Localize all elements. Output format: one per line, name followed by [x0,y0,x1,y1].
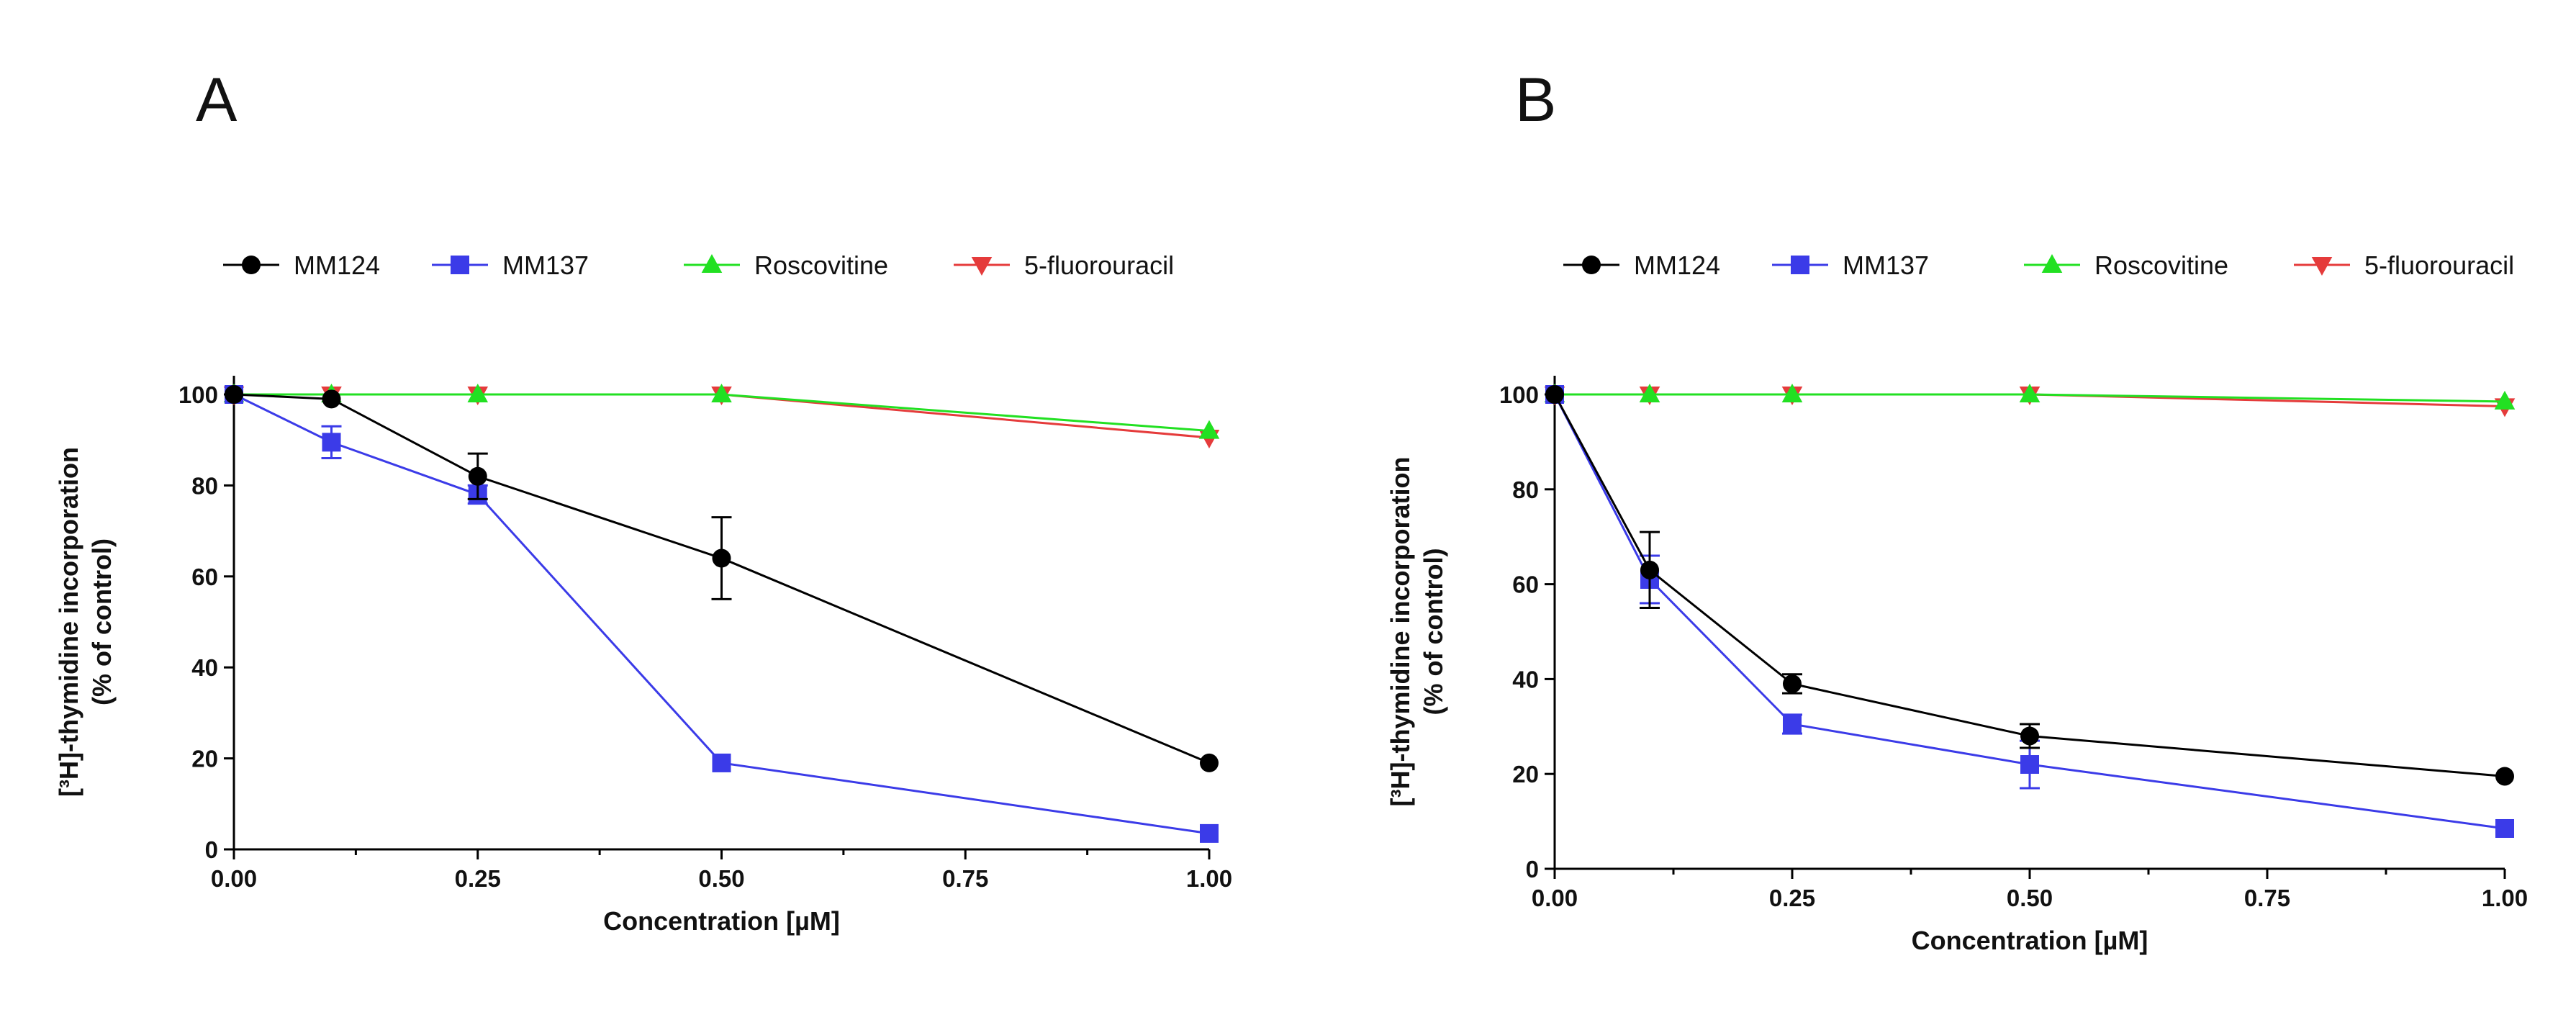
panel-letter: B [1515,66,1556,135]
data-point-roscovitine [1781,384,1803,403]
data-point-mm124 [468,466,487,486]
legend-marker-mm137 [451,256,469,274]
data-point-mm137 [1200,823,1219,843]
x-axis-title: Concentration [µM] [1912,926,2148,955]
legend-marker-roscovitine [2041,254,2063,274]
y-tick-label: 60 [1512,572,1539,598]
y-axis-title-line1: [³H]-thymidine incorporation [1386,457,1415,807]
data-point-roscovitine [1198,420,1220,439]
y-tick-label: 40 [1512,666,1539,692]
data-point-mm124 [712,548,731,568]
x-tick-label: 0.75 [942,865,988,892]
data-point-mm137 [2495,818,2514,838]
x-axis-title: Concentration [µM] [603,906,840,936]
data-point-mm124 [1783,674,1802,693]
legend-label-5-fluorouracil: 5-fluorouracil [2364,250,2514,280]
y-axis-title-line1: [³H]-thymidine incorporation [54,447,83,797]
legend-label-5-fluorouracil: 5-fluorouracil [1024,250,1174,280]
x-tick-label: 0.50 [2007,885,2053,911]
panel-letter: A [196,66,238,135]
legend: MM124 MM137 Roscovitine 5-fluorouracil [223,250,1174,280]
legend-marker-5-fluorouracil [971,256,993,276]
data-point-mm124 [1640,560,1659,579]
legend-label-mm137: MM137 [502,250,589,280]
x-tick-label: 1.00 [1186,865,1232,892]
data-point-roscovitine [467,384,489,403]
x-tick-label: 0.75 [2244,885,2290,911]
y-tick-label: 0 [205,836,218,863]
data-point-mm124 [1200,753,1219,772]
legend: MM124 MM137 Roscovitine 5-fluorouracil [1563,250,2514,280]
data-point-mm137 [2020,755,2039,775]
y-tick-label: 0 [1526,856,1539,882]
y-tick-label: 100 [178,381,218,408]
y-tick-label: 80 [1512,477,1539,503]
data-point-roscovitine [1639,384,1660,403]
data-point-roscovitine [711,384,732,403]
data-point-mm124 [2495,767,2514,786]
y-axis-title: [³H]-thymidine incorporation (% of contro… [54,447,117,797]
y-tick-label: 60 [191,564,218,590]
legend-label-roscovitine: Roscovitine [2094,250,2228,280]
legend-label-mm124: MM124 [1634,250,1720,280]
chart-panel-a: A MM124 MM137 Roscovitine 5-fluorouracil 0 20 4… [54,66,1232,936]
y-tick-label: 100 [1499,381,1539,408]
data-point-mm124 [322,389,341,409]
x-tick-label: 0.25 [1769,885,1815,911]
x-tick-label: 0.25 [455,865,501,892]
x-tick-label: 0.00 [211,865,257,892]
data-point-mm137 [712,753,731,772]
y-tick-label: 40 [191,654,218,681]
y-tick-label: 80 [191,472,218,499]
legend-marker-roscovitine [701,254,723,274]
data-point-roscovitine [2019,384,2041,403]
data-point-mm137 [1783,715,1802,734]
legend-label-mm137: MM137 [1843,250,1929,280]
data-point-mm137 [322,433,341,452]
legend-label-mm124: MM124 [294,250,380,280]
y-axis-title-line2: (% of control) [87,538,117,705]
data-point-mm124 [225,385,243,404]
series-mm124 [1545,385,2514,786]
legend-marker-mm124 [1582,256,1601,274]
legend-marker-mm137 [1791,256,1809,274]
x-tick-label: 0.50 [698,865,744,892]
y-axis-title: [³H]-thymidine incorporation (% of contro… [1386,457,1448,807]
series-roscovitine [1544,384,2516,410]
x-tick-label: 0.00 [1532,885,1578,911]
y-tick-label: 20 [1512,761,1539,787]
legend-label-roscovitine: Roscovitine [754,250,888,280]
data-point-mm124 [2020,726,2039,746]
series-mm124 [225,385,1219,772]
legend-marker-mm124 [242,256,261,274]
x-tick-label: 1.00 [2482,885,2528,911]
y-axis-title-line2: (% of control) [1419,548,1448,715]
y-tick-label: 20 [191,746,218,772]
chart-panel-b: B MM124 MM137 Roscovitine 5-fluorouracil 0 20 4… [1386,66,2528,955]
legend-marker-5-fluorouracil [2311,256,2333,276]
data-point-mm124 [1545,385,1564,404]
data-point-roscovitine [2494,390,2516,410]
